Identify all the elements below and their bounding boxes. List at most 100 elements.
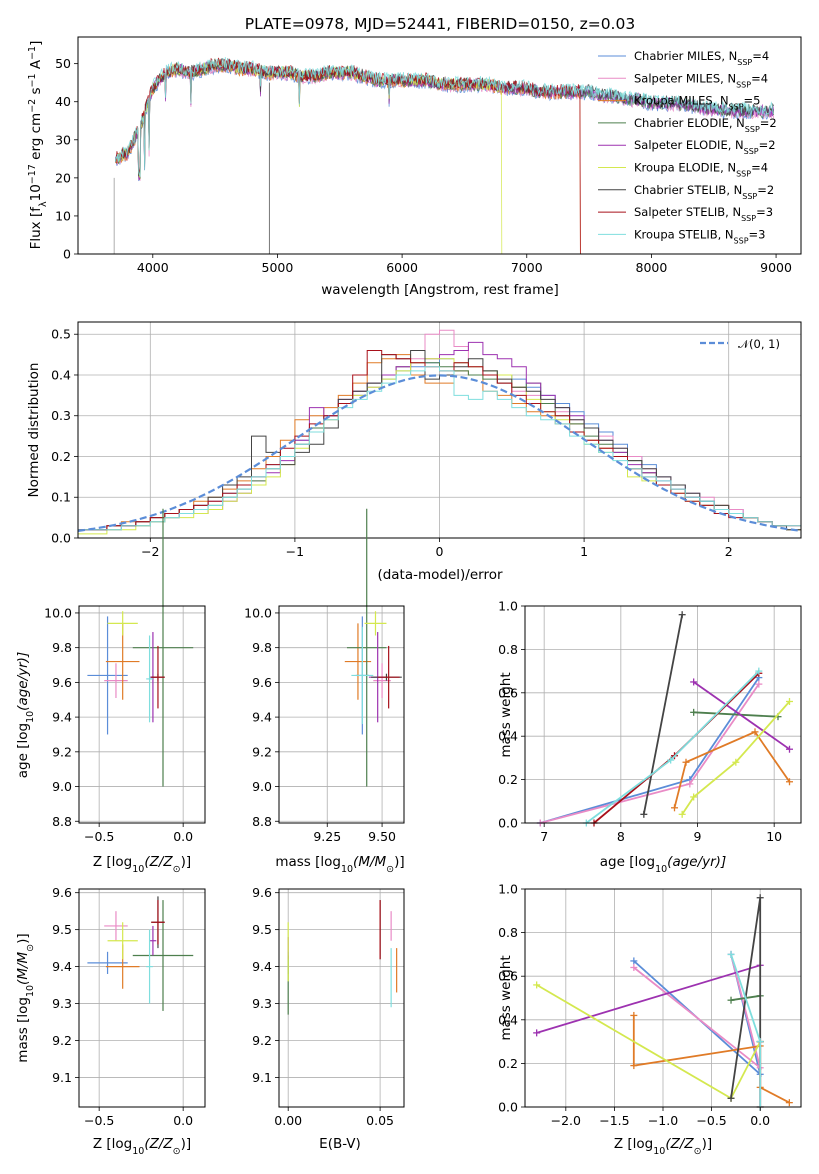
age-mass-axes-frame xyxy=(278,605,405,824)
y-tick-label: 0.4 xyxy=(51,367,71,382)
mass-z-xlabel: Z [log10(Z/Z⊙)] xyxy=(93,1136,191,1157)
figure-title: PLATE=0978, MJD=52441, FIBERID=0150, z=0… xyxy=(245,15,635,33)
legend-label: Chabrier STELIB, NSSP=2 xyxy=(634,183,774,201)
legend-label-sub: SSP xyxy=(741,214,756,223)
y-tick-label: 9.3 xyxy=(252,996,272,1011)
x-tick-label: 0.00 xyxy=(274,1113,302,1128)
legend-label-count: =2 xyxy=(757,183,774,197)
y-tick-label: 1.0 xyxy=(498,599,518,614)
x-tick-label: 4000 xyxy=(137,260,169,275)
y-tick-label: 9.4 xyxy=(252,710,272,725)
y-tick-label: 0.3 xyxy=(51,408,71,423)
legend-label-text: Kroupa ELODIE, N xyxy=(634,161,736,175)
y-tick-label: 9.8 xyxy=(52,640,72,655)
age-z-xlabel: Z [log10(Z/Z⊙)] xyxy=(93,854,191,875)
mass-z-axes-frame xyxy=(78,888,206,1108)
legend-label-count: =5 xyxy=(744,94,761,108)
x-tick-label: 7 xyxy=(540,829,548,844)
x-tick-label: −0.5 xyxy=(84,1113,114,1128)
legend-label: Kroupa ELODIE, NSSP=4 xyxy=(634,161,768,179)
histogram-xlabel: (data-model)/error xyxy=(377,567,503,583)
age-z-ylabel: age [log10(age/yr)] xyxy=(15,652,36,778)
legend-label-sub: SSP xyxy=(745,124,760,133)
y-tick-label: 9.6 xyxy=(252,885,272,900)
age-vs-metallicity-panel: −0.5 0.0 8.8 9.0 9.2 9.4 9.6 9.8 10.0 Z [log10(Z… xyxy=(15,508,206,875)
y-tick-label: 9.2 xyxy=(252,744,272,759)
y-tick-label: 10.0 xyxy=(44,605,72,620)
x-tick-label: 0.05 xyxy=(366,1113,394,1128)
x-tick-label: −1 xyxy=(286,544,304,559)
legend-label-text: Kroupa STELIB, N xyxy=(634,227,734,241)
x-tick-label: −1.5 xyxy=(599,1113,629,1128)
legend-label-count: =3 xyxy=(749,227,766,241)
y-tick-label: 9.5 xyxy=(52,922,72,937)
legend-label: Chabrier MILES, NSSP=4 xyxy=(634,49,769,67)
x-tick-label: 9.25 xyxy=(313,829,341,844)
age-vs-mass-panel: 9.25 9.50 8.8 9.0 9.2 9.4 9.6 9.8 10.0 mass [log… xyxy=(244,508,405,875)
y-tick-label: 9.1 xyxy=(52,1070,72,1085)
legend-label-text: Salpeter ELODIE, N xyxy=(634,138,744,152)
spectrum-ylabel: Flux [fλ10−17 erg cm−2 s−1 A−1] xyxy=(27,41,49,250)
x-tick-label: −2 xyxy=(141,544,159,559)
y-tick-label: 9.3 xyxy=(52,996,72,1011)
mass-vs-extinction-panel: 0.00 0.05 9.1 9.2 9.3 9.4 9.5 9.6 E(B-V) xyxy=(252,885,405,1152)
weight-line xyxy=(693,711,779,718)
y-tick-label: 10.0 xyxy=(244,605,272,620)
y-tick-label: 9.0 xyxy=(252,779,272,794)
legend-label-text: Chabrier STELIB, N xyxy=(634,183,742,197)
y-tick-label: 9.2 xyxy=(52,744,72,759)
x-tick-label: 5000 xyxy=(262,260,294,275)
x-tick-label: 9.50 xyxy=(368,829,396,844)
y-tick-label: 8.8 xyxy=(52,814,72,829)
x-tick-label: −0.5 xyxy=(696,1113,726,1128)
x-tick-label: 7000 xyxy=(511,260,543,275)
x-tick-label: 0.0 xyxy=(173,829,193,844)
y-tick-label: 9.2 xyxy=(52,1033,72,1048)
legend-label: Kroupa MILES, NSSP=5 xyxy=(634,94,760,112)
x-tick-label: −2.0 xyxy=(551,1113,581,1128)
x-tick-label: 9000 xyxy=(760,260,792,275)
x-tick-label: 9 xyxy=(694,829,702,844)
weight-line xyxy=(536,964,761,1034)
weight-line xyxy=(585,670,760,824)
x-tick-label: 6000 xyxy=(386,260,418,275)
y-tick-label: 9.5 xyxy=(252,922,272,937)
y-tick-label: 9.8 xyxy=(252,640,272,655)
y-tick-label: 9.4 xyxy=(252,959,272,974)
y-tick-label: 0.8 xyxy=(498,642,518,657)
legend-label-sub: SSP xyxy=(734,236,749,245)
y-tick-label: 9.6 xyxy=(52,885,72,900)
y-tick-label: 0.2 xyxy=(498,1056,518,1071)
legend-label-sub: SSP xyxy=(736,169,751,178)
weight-age-ylabel: mass weight xyxy=(498,672,514,757)
spectrum-xlabel: wavelength [Angstrom, rest frame] xyxy=(321,282,559,298)
mass-weight-vs-age-panel: 7 8 9 10 0.0 0.2 0.4 0.6 0.8 1.0 age [log10(age/y… xyxy=(498,599,802,875)
spectrum-line xyxy=(115,57,774,178)
x-tick-label: 8 xyxy=(617,829,625,844)
weight-line xyxy=(693,681,791,750)
weight-age-axes-frame xyxy=(524,605,802,824)
y-tick-label: 8.8 xyxy=(252,814,272,829)
normal-legend-label: 𝒩(0, 1) xyxy=(738,337,780,351)
y-tick-label: 9.6 xyxy=(252,675,272,690)
y-tick-label: 0.0 xyxy=(498,816,518,831)
legend-label-count: =4 xyxy=(751,161,768,175)
weight-z-xlabel: Z [log10(Z/Z⊙)] xyxy=(614,1136,712,1157)
x-tick-label: −1.0 xyxy=(648,1113,678,1128)
legend-label-text: Chabrier ELODIE, N xyxy=(634,116,745,130)
weight-line xyxy=(540,677,760,824)
legend-label-text: Kroupa MILES, N xyxy=(634,94,729,108)
legend-label-count: =2 xyxy=(760,116,777,130)
legend-label-count: =4 xyxy=(752,49,769,63)
weight-z-ylabel: mass weight xyxy=(498,955,514,1040)
x-tick-label: 0 xyxy=(436,544,444,559)
legend-label-sub: SSP xyxy=(736,80,751,89)
histogram-step xyxy=(78,350,801,531)
y-tick-label: 0.6 xyxy=(498,685,518,700)
y-tick-label: 9.4 xyxy=(52,959,72,974)
weight-age-xlabel: age [log10(age/yr)] xyxy=(600,854,726,875)
y-tick-label: 9.4 xyxy=(52,710,72,725)
histogram-ylabel: Normed distribution xyxy=(26,363,42,498)
histogram-legend: 𝒩(0, 1) xyxy=(700,337,780,351)
